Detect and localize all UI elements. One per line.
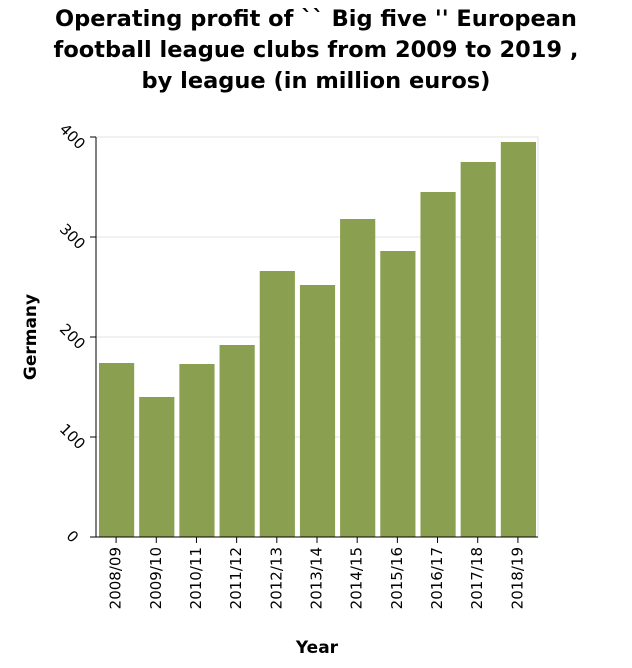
y-tick-label: 200 <box>56 320 89 353</box>
chart-title-line-1: Operating profit of `` Big five '' Europ… <box>55 6 577 32</box>
x-tick-label: 2012/13 <box>267 547 285 609</box>
bar <box>259 271 295 537</box>
x-tick-label: 2008/09 <box>107 547 125 609</box>
y-tick-label: 0 <box>63 527 82 546</box>
bar <box>219 345 255 537</box>
bar <box>380 251 416 537</box>
x-tick-label: 2018/19 <box>508 547 526 609</box>
bar <box>139 397 175 537</box>
bar <box>460 162 496 537</box>
chart-title-line-3: by league (in million euros) <box>141 68 491 94</box>
x-tick-label: 2011/12 <box>227 547 245 609</box>
x-tick-label: 2016/17 <box>428 547 446 609</box>
x-tick-label: 2015/16 <box>388 547 406 609</box>
y-tick-labels: 0 100 200 300 400 <box>56 120 89 546</box>
x-tick-label: 2009/10 <box>147 547 165 609</box>
y-tick-label: 300 <box>56 220 89 253</box>
bar <box>99 363 135 537</box>
y-tick-label: 100 <box>56 420 89 453</box>
x-tick-label: 2010/11 <box>187 547 205 609</box>
bar <box>340 219 376 537</box>
axes <box>90 136 538 543</box>
y-axis-label: Germany <box>21 294 41 380</box>
bar <box>179 364 215 537</box>
bar <box>299 285 336 537</box>
x-tick-labels: 2008/09 2009/10 2010/11 2011/12 2012/13 2013/… <box>107 547 527 609</box>
y-tick-label: 400 <box>56 120 89 153</box>
chart-title: Operating profit of `` Big five '' Europ… <box>0 4 632 97</box>
bar <box>500 142 536 537</box>
x-tick-label: 2013/14 <box>308 547 326 609</box>
bar <box>420 192 456 537</box>
chart-title-line-2: football league clubs from 2009 to 2019 … <box>53 37 579 63</box>
bars <box>99 142 536 537</box>
x-tick-label: 2017/18 <box>468 547 486 609</box>
x-tick-label: 2014/15 <box>348 547 366 609</box>
x-axis-label: Year <box>295 638 339 658</box>
